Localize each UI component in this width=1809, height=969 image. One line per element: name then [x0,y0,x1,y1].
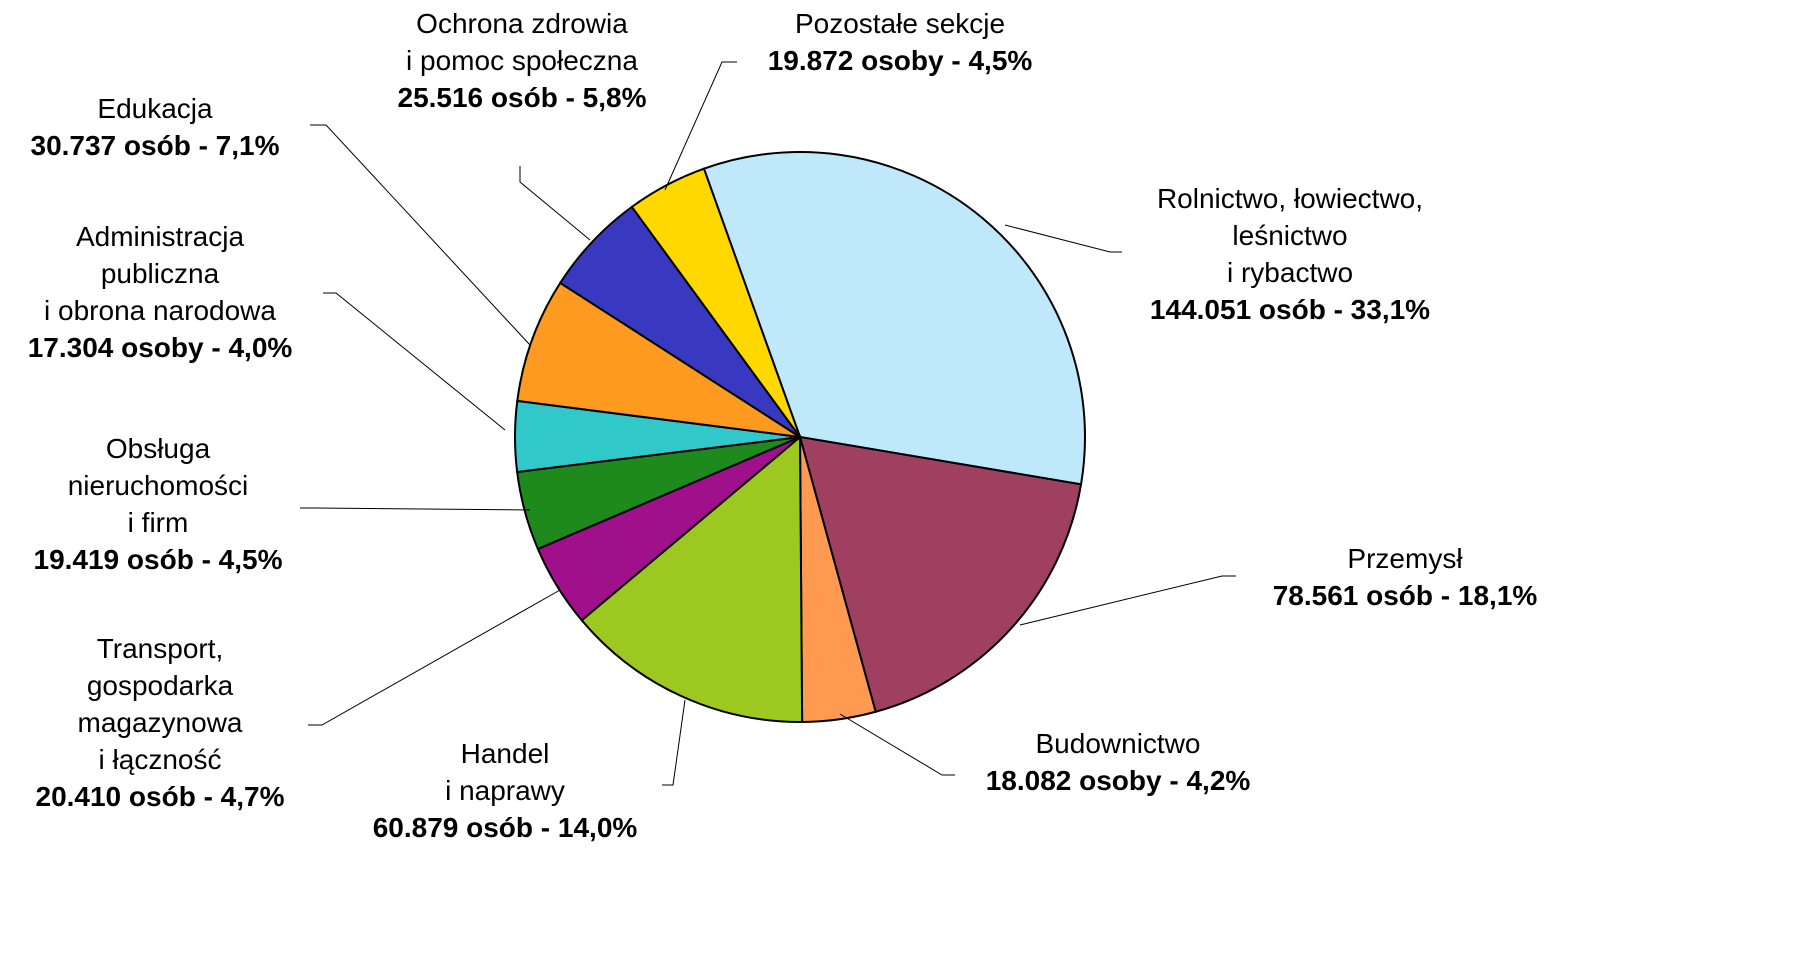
category-label: Rolnictwo, łowiectwo, leśnictwo i rybact… [1156,183,1424,288]
slice-label: Pozostałe sekcje 19.872 osoby - 4,5% [768,5,1033,79]
category-label: Obsługa nieruchomości i firm [67,433,249,538]
category-label: Budownictwo [1035,728,1201,759]
leader-line [310,124,531,346]
category-label: Administracja publiczna i obrona narodow… [44,221,276,326]
pie-slice [798,435,1083,714]
leader-line [839,713,955,776]
pie-slice [702,151,1086,486]
pie-slice [630,167,801,438]
slice-label: Budownictwo 18.082 osoby - 4,2% [986,725,1251,799]
slice-label: Handel i naprawy 60.879 osób - 14,0% [373,735,638,846]
pie-slice [516,281,801,438]
leader-line [308,589,561,726]
pie-slice [580,434,804,723]
slice-label: Przemysł 78.561 osób - 18,1% [1273,540,1538,614]
value-label: 60.879 osób - 14,0% [372,812,638,843]
category-label: Edukacja [97,93,213,124]
value-label: 144.051 osób - 33,1% [1149,294,1431,325]
category-label: Pozostałe sekcje [794,8,1006,39]
category-label: Przemysł [1347,543,1463,574]
slice-label: Edukacja 30.737 osób - 7,1% [30,90,279,164]
leader-line [519,166,591,241]
value-label: 25.516 osób - 5,8% [397,82,647,113]
slice-label: Transport, gospodarka magazynowa i łączn… [35,630,284,815]
category-label: Handel i naprawy [445,738,565,806]
value-label: 19.872 osoby - 4,5% [767,45,1033,76]
leader-line [664,61,737,191]
value-label: 30.737 osób - 7,1% [30,130,280,161]
value-label: 78.561 osób - 18,1% [1272,580,1538,611]
value-label: 17.304 osoby - 4,0% [27,332,293,363]
leader-line [1019,575,1236,626]
category-label: Ochrona zdrowia i pomoc społeczna [406,8,638,76]
slice-label: Obsługa nieruchomości i firm 19.419 osób … [33,430,282,578]
leader-line [323,292,506,431]
leader-line [1004,224,1122,253]
slice-label: Ochrona zdrowia i pomoc społeczna 25.516 … [397,5,646,116]
slice-label: Rolnictwo, łowiectwo, leśnictwo i rybact… [1150,180,1430,328]
value-label: 19.419 osób - 4,5% [33,544,283,575]
category-label: Transport, gospodarka magazynowa i łączn… [77,633,243,775]
value-label: 20.410 osób - 4,7% [35,781,285,812]
leader-line [300,507,531,511]
leader-line [662,699,686,786]
slice-label: Administracja publiczna i obrona narodow… [28,218,293,366]
value-label: 18.082 osoby - 4,2% [985,765,1251,796]
